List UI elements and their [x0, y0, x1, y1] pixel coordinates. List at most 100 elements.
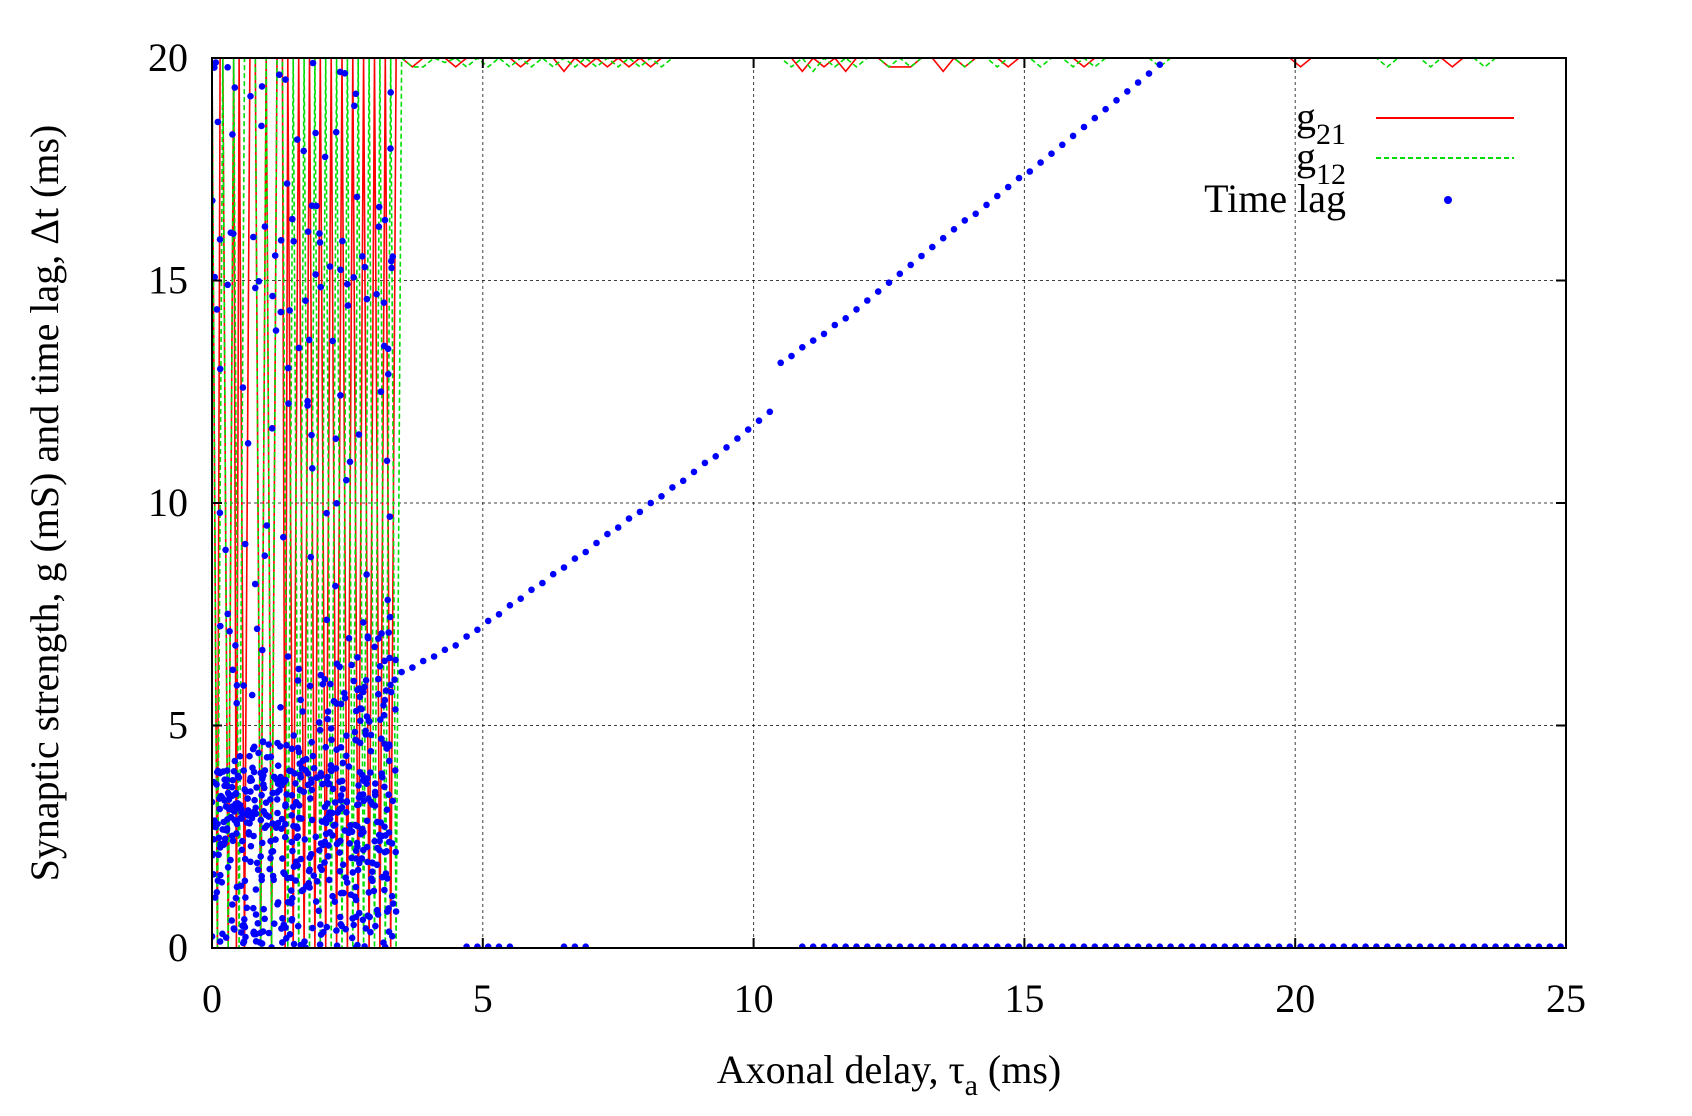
time-lag-point [874, 943, 882, 948]
time-lag-point [383, 745, 391, 752]
time-lag-point [317, 772, 325, 780]
time-lag-point [284, 364, 292, 372]
time-lag-point [679, 477, 687, 485]
time-lag-point [333, 942, 341, 948]
time-lag-point [636, 508, 644, 516]
time-lag-point [317, 671, 325, 679]
legend-label-main: g [1296, 134, 1316, 179]
time-lag-point [831, 321, 839, 329]
time-lag-point [262, 799, 270, 806]
time-lag-point [367, 747, 375, 755]
time-lag-point [1156, 61, 1164, 68]
x-tick-label: 15 [1004, 976, 1044, 1021]
time-lag-point [383, 806, 391, 813]
time-lag-point [321, 859, 328, 866]
time-lag-point [312, 129, 319, 137]
time-lag-point [300, 147, 308, 155]
time-lag-point [313, 878, 321, 885]
time-lag-point [244, 795, 251, 802]
time-lag-point [1145, 70, 1153, 77]
time-lag-point [961, 217, 969, 224]
time-lag-point [261, 784, 268, 792]
time-lag-point [1449, 943, 1456, 948]
time-lag-point [348, 934, 356, 942]
time-lag-point [1438, 943, 1445, 948]
time-lag-point [246, 752, 253, 760]
time-lag-point [322, 819, 330, 827]
time-lag-point [364, 633, 372, 640]
time-lag-point [259, 839, 266, 847]
time-lag-point [323, 616, 331, 624]
time-lag-point [277, 308, 285, 316]
time-lag-point [297, 696, 305, 704]
time-lag-point [293, 858, 300, 865]
time-lag-point [1524, 943, 1532, 948]
time-lag-point [306, 682, 314, 690]
time-lag-point [217, 871, 224, 879]
time-lag-point [258, 83, 266, 90]
time-lag-point [371, 791, 379, 799]
time-lag-point [345, 763, 353, 770]
time-lag-point [506, 943, 514, 948]
time-lag-point [1113, 97, 1120, 104]
time-lag-point [328, 809, 336, 817]
time-lag-point [241, 540, 249, 548]
time-lag-point [274, 899, 282, 906]
time-lag-point [308, 738, 316, 746]
time-lag-point [308, 431, 315, 439]
time-lag-point [1167, 943, 1174, 948]
time-lag-point [232, 894, 240, 902]
time-lag-point [419, 657, 427, 665]
time-lag-point [250, 928, 258, 936]
time-lag-point [384, 345, 392, 353]
time-lag-point [625, 515, 633, 522]
time-lag-point [334, 809, 342, 816]
time-lag-point [277, 704, 284, 711]
time-lag-point [723, 444, 730, 451]
time-lag-point [228, 783, 236, 791]
time-lag-point [777, 359, 784, 367]
time-lag-point [350, 274, 358, 281]
x-tick-label: 25 [1546, 976, 1586, 1021]
time-lag-point [247, 92, 254, 100]
time-lag-point [309, 465, 316, 472]
time-lag-point [292, 780, 299, 787]
time-lag-point [219, 768, 227, 775]
time-lag-point [307, 795, 314, 802]
time-lag-point [389, 900, 397, 907]
time-lag-point [336, 868, 344, 875]
time-lag-point [430, 653, 438, 660]
time-lag-point [1503, 943, 1510, 948]
time-lag-point [799, 344, 806, 351]
time-lag-point [310, 872, 318, 879]
time-lag-point [252, 804, 259, 812]
time-lag-point [227, 856, 234, 864]
time-lag-point [259, 646, 266, 654]
time-lag-point [287, 767, 295, 775]
time-lag-point [212, 273, 218, 281]
time-lag-point [593, 539, 600, 547]
time-lag-point [294, 677, 302, 684]
time-lag-point [355, 782, 362, 789]
time-lag-point [308, 202, 316, 209]
time-lag-point [297, 941, 305, 948]
time-lag-point [212, 836, 217, 843]
time-lag-point [1459, 943, 1467, 948]
time-lag-point [336, 68, 344, 76]
time-lag-point [359, 916, 367, 924]
time-lag-point [290, 238, 298, 245]
time-lag-point [337, 797, 345, 804]
legend-swatch-time-lag [1444, 196, 1452, 204]
time-lag-point [571, 555, 579, 562]
time-lag-point [582, 943, 589, 948]
time-lag-point [253, 625, 261, 633]
time-lag-point [240, 767, 247, 774]
time-lag-point [766, 408, 774, 416]
time-lag-point [267, 837, 274, 845]
time-lag-point [918, 943, 925, 948]
time-lag-point [378, 735, 385, 742]
time-lag-point [255, 278, 263, 285]
time-lag-point [302, 755, 310, 763]
time-lag-point [604, 530, 611, 538]
time-lag-point [392, 656, 399, 664]
